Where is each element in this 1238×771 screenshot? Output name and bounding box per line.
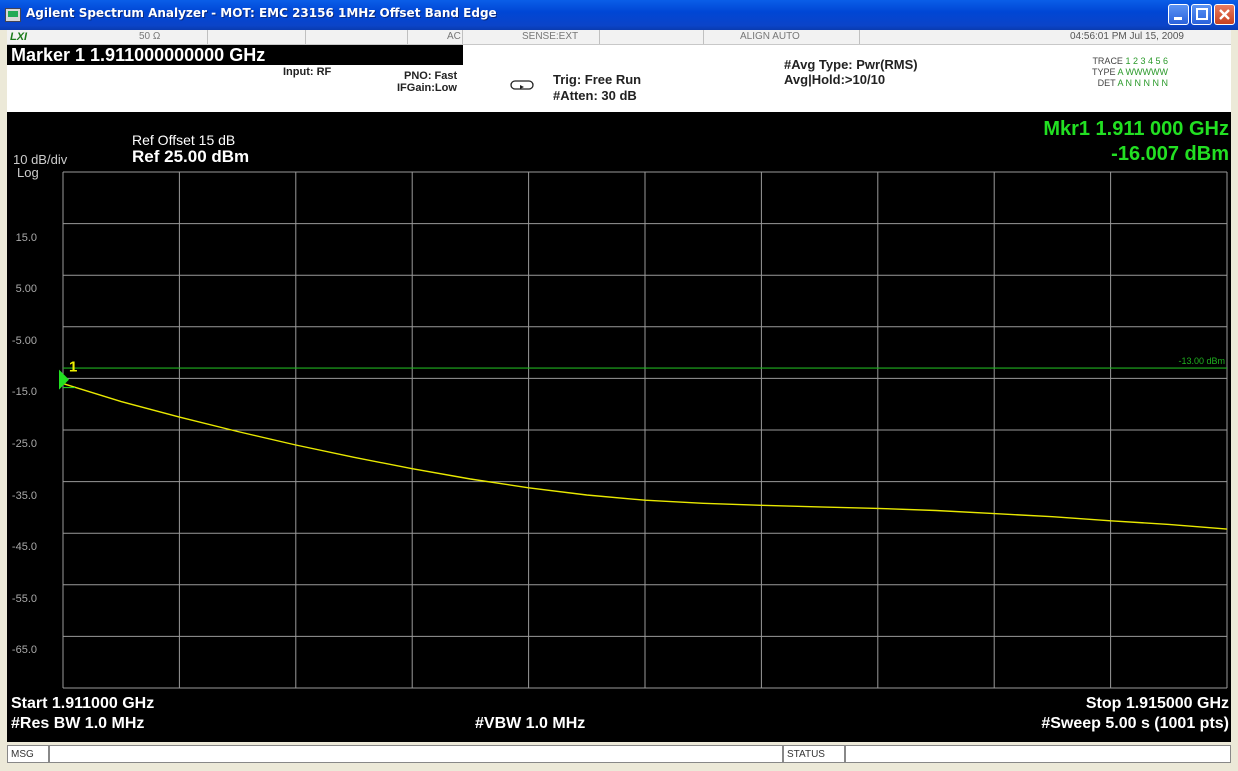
avg-hold: Avg|Hold:>10/10	[784, 72, 886, 87]
scale-log: Log	[17, 165, 39, 180]
trace-label: TRACE	[1092, 56, 1123, 66]
marker-readout-frequency: Mkr1 1.911 000 GHz	[1043, 118, 1229, 140]
minimize-button[interactable]	[1168, 4, 1189, 25]
active-marker-field[interactable]: Marker 1 1.911000000000 GHz	[7, 45, 463, 65]
impedance-value: 50 Ω	[139, 31, 161, 42]
ifgain-setting: IFGain:Low	[397, 82, 457, 94]
spectrum-plot: -13.00 dBm 1	[59, 171, 1228, 689]
ref-offset: Ref Offset 15 dB	[132, 132, 236, 148]
sense-value: SENSE:EXT	[522, 31, 579, 42]
limit-line-label: -13.00 dBm	[1178, 356, 1225, 366]
marker-readout-amplitude: -16.007 dBm	[1111, 143, 1229, 165]
maximize-button[interactable]	[1191, 4, 1212, 25]
status-bar: MSG STATUS	[7, 742, 1231, 766]
start-frequency: Start 1.911000 GHz	[11, 695, 155, 712]
msg-label: MSG	[11, 749, 34, 760]
y-tick-label: -35.0	[11, 489, 37, 502]
pno-setting: PNO: Fast	[404, 70, 458, 82]
det-value: A N N N N N	[1117, 78, 1169, 88]
message-area	[49, 745, 783, 763]
scale-per-div: 10 dB/div	[13, 152, 68, 167]
status-label: STATUS	[787, 749, 825, 760]
y-tick-label: -15.0	[11, 386, 37, 399]
window-titlebar: Agilent Spectrum Analyzer - MOT: EMC 231…	[0, 0, 1238, 30]
resolution-bandwidth: #Res BW 1.0 MHz	[11, 715, 145, 732]
video-bandwidth: #VBW 1.0 MHz	[475, 715, 586, 732]
marker-frequency-label: Marker 1 1.911000000000 GHz	[11, 45, 266, 65]
measurement-display: Ref Offset 15 dB Ref 25.00 dBm 10 dB/div…	[7, 112, 1231, 742]
sweep-time: #Sweep 5.00 s (1001 pts)	[1041, 715, 1229, 732]
app-icon	[5, 8, 21, 22]
close-button[interactable]	[1214, 4, 1235, 25]
attenuation-setting: #Atten: 30 dB	[553, 88, 637, 103]
ref-level: Ref 25.00 dBm	[132, 147, 250, 166]
y-tick-label: -5.00	[11, 334, 37, 347]
align-value: ALIGN AUTO	[740, 31, 800, 42]
settings-strip: LXI 50 Ω AC SENSE:EXT ALIGN AUTO 04:56:0…	[7, 30, 1231, 45]
y-tick-label: -25.0	[11, 438, 37, 450]
status-area	[845, 745, 1231, 763]
y-tick-label: -55.0	[11, 592, 37, 605]
sweep-loop-icon	[510, 80, 534, 90]
type-label: TYPE	[1092, 67, 1116, 77]
coupling-value: AC	[447, 31, 461, 42]
stop-frequency: Stop 1.915000 GHz	[1085, 695, 1229, 712]
trace-info: TRACE 1 2 3 4 5 6 TYPE A WWWWW DET A N N…	[1092, 56, 1168, 89]
lxi-logo: LXI	[10, 31, 28, 43]
status-field[interactable]: STATUS	[783, 745, 845, 763]
instrument-header: LXI 50 Ω AC SENSE:EXT ALIGN AUTO 04:56:0…	[7, 30, 1231, 112]
msg-field[interactable]: MSG	[7, 745, 49, 763]
window-title: Agilent Spectrum Analyzer - MOT: EMC 231…	[26, 6, 497, 20]
y-tick-label: 15.0	[15, 231, 37, 244]
trigger-setting: Trig: Free Run	[553, 72, 642, 87]
type-value: A WWWWW	[1117, 67, 1169, 77]
y-tick-label: -65.0	[11, 644, 37, 657]
marker-1-diamond	[59, 369, 69, 390]
trace-line	[62, 382, 1228, 530]
date-time: 04:56:01 PM Jul 15, 2009	[1070, 31, 1184, 42]
avg-type: #Avg Type: Pwr(RMS)	[784, 57, 918, 72]
input-setting: Input: RF	[283, 66, 332, 78]
y-tick-label: 5.00	[15, 283, 37, 296]
trace-numbers: 1 2 3 4 5 6	[1125, 56, 1169, 66]
marker-1-label: 1	[69, 359, 77, 376]
det-label: DET	[1097, 78, 1116, 88]
y-tick-label: -45.0	[11, 541, 37, 554]
